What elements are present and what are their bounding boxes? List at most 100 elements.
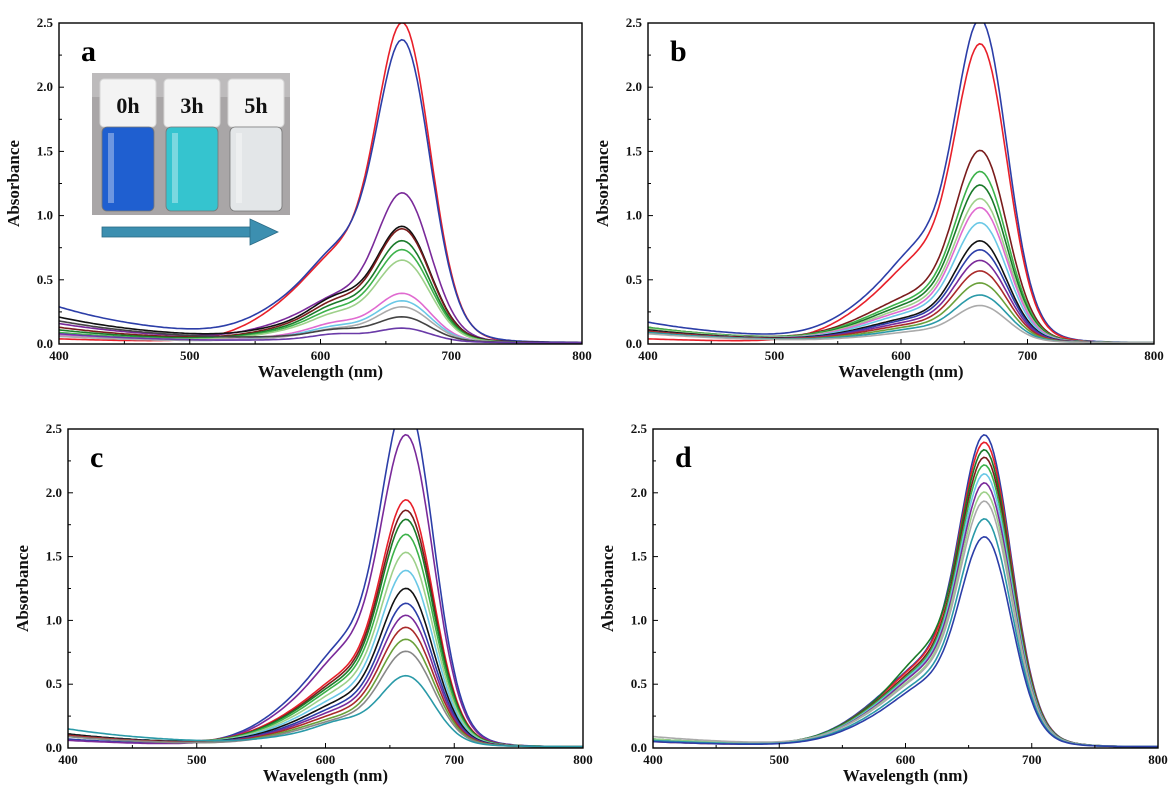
series-line — [653, 456, 1158, 748]
series-line — [648, 23, 1154, 344]
y-tick-label: 2.0 — [46, 485, 62, 500]
x-tick-label: 700 — [1018, 348, 1038, 363]
vial-label: 0h — [116, 93, 139, 118]
y-tick-label: 1.0 — [37, 208, 53, 223]
series-line — [59, 327, 582, 344]
y-tick-label: 2.0 — [631, 485, 647, 500]
plot-frame — [647, 22, 1155, 345]
vial-liquid — [165, 126, 219, 212]
y-tick-label: 1.0 — [626, 208, 642, 223]
series-line — [653, 448, 1158, 748]
x-tick-label: 600 — [891, 348, 911, 363]
x-tick-label: 700 — [442, 348, 462, 363]
y-tick-label: 0.5 — [37, 272, 54, 287]
x-tick-label: 500 — [180, 348, 200, 363]
series-line — [68, 602, 583, 748]
panel-a: 400 500 600 700 800 0.0 0.5 1.0 1.5 2.0 2.5 Wavelen… — [4, 15, 592, 381]
y-tick-label: 0.0 — [631, 740, 647, 755]
vial-label: 5h — [244, 93, 267, 118]
y-axis-title: Absorbance — [4, 140, 23, 227]
x-tick-label: 800 — [573, 752, 593, 767]
x-tick-label: 800 — [1144, 348, 1164, 363]
series-line — [648, 248, 1154, 344]
series-group — [648, 23, 1154, 344]
series-line — [653, 518, 1158, 748]
series-line — [653, 434, 1158, 748]
y-tick-label: 2.5 — [37, 15, 54, 30]
series-line — [653, 464, 1158, 748]
y-tick-label: 1.5 — [626, 143, 643, 158]
y-tick-label: 0.5 — [631, 676, 648, 691]
x-tick-label: 600 — [316, 752, 336, 767]
vial: 0h — [99, 78, 157, 212]
inset-photo: 0h 3h 5h — [92, 73, 290, 215]
panel-b: 400 500 600 700 800 0.0 0.5 1.0 1.5 2.0 2.5 Wavelen… — [593, 15, 1164, 381]
series-line — [653, 441, 1158, 748]
y-tick-label: 0.5 — [46, 676, 63, 691]
y-tick-label: 1.0 — [46, 612, 62, 627]
x-axis-title: Wavelength (nm) — [263, 766, 388, 785]
series-line — [648, 282, 1154, 344]
y-axis-title: Absorbance — [593, 140, 612, 227]
vial: 3h — [163, 78, 221, 212]
x-tick-label: 500 — [187, 752, 207, 767]
panel-label: c — [90, 441, 103, 474]
x-tick-label: 700 — [1022, 752, 1042, 767]
y-tick-label: 1.5 — [37, 143, 54, 158]
y-tick-label: 1.0 — [631, 612, 647, 627]
series-line — [68, 509, 583, 748]
vial-liquid — [229, 126, 283, 212]
series-line — [68, 587, 583, 748]
x-tick-label: 500 — [765, 348, 785, 363]
plot-frame — [652, 428, 1159, 749]
series-line — [59, 239, 582, 344]
series-line — [653, 500, 1158, 748]
vial: 5h — [227, 78, 285, 212]
series-line — [653, 482, 1158, 748]
series-group — [59, 23, 582, 344]
vial-highlight — [172, 133, 178, 203]
series-line — [59, 38, 582, 344]
arrow-head — [249, 218, 279, 246]
x-tick-label: 800 — [1148, 752, 1168, 767]
plot-frame — [67, 428, 584, 749]
panel-label: b — [670, 35, 687, 68]
series-line — [68, 533, 583, 748]
series-line — [59, 191, 582, 344]
series-line — [653, 473, 1158, 748]
series-line — [648, 42, 1154, 344]
y-tick-label: 2.5 — [631, 421, 648, 436]
series-group — [68, 429, 583, 748]
x-tick-label: 700 — [445, 752, 465, 767]
x-tick-label: 500 — [770, 752, 790, 767]
panel-c: 400 500 600 700 800 0.0 0.5 1.0 1.5 2.0 2.5 Wavelen… — [13, 421, 593, 785]
x-tick-label: 400 — [643, 752, 663, 767]
y-axis-title: Absorbance — [13, 545, 32, 632]
x-tick-label: 400 — [638, 348, 658, 363]
series-line — [648, 304, 1154, 344]
y-tick-label: 1.5 — [46, 549, 63, 564]
x-tick-label: 800 — [572, 348, 592, 363]
y-tick-label: 0.5 — [626, 272, 643, 287]
panel-label: d — [675, 441, 692, 474]
series-line — [68, 551, 583, 748]
series-line — [653, 491, 1158, 748]
arrow-shaft — [101, 226, 253, 238]
y-tick-label: 2.0 — [626, 79, 642, 94]
x-tick-label: 400 — [49, 348, 69, 363]
series-line — [68, 614, 583, 748]
x-tick-label: 600 — [896, 752, 916, 767]
vial-highlight — [236, 133, 242, 203]
x-axis-title: Wavelength (nm) — [258, 362, 383, 381]
y-tick-label: 1.5 — [631, 549, 648, 564]
x-tick-label: 400 — [58, 752, 78, 767]
x-tick-label: 600 — [311, 348, 331, 363]
y-tick-label: 0.0 — [37, 336, 53, 351]
y-tick-label: 2.5 — [626, 15, 643, 30]
y-tick-label: 0.0 — [46, 740, 62, 755]
y-tick-label: 2.5 — [46, 421, 63, 436]
y-axis-title: Absorbance — [598, 545, 617, 632]
vial-label: 3h — [180, 93, 203, 118]
vial-liquid — [101, 126, 155, 212]
